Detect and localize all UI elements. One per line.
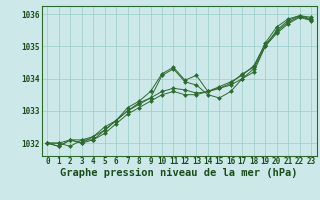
X-axis label: Graphe pression niveau de la mer (hPa): Graphe pression niveau de la mer (hPa) [60, 168, 298, 178]
